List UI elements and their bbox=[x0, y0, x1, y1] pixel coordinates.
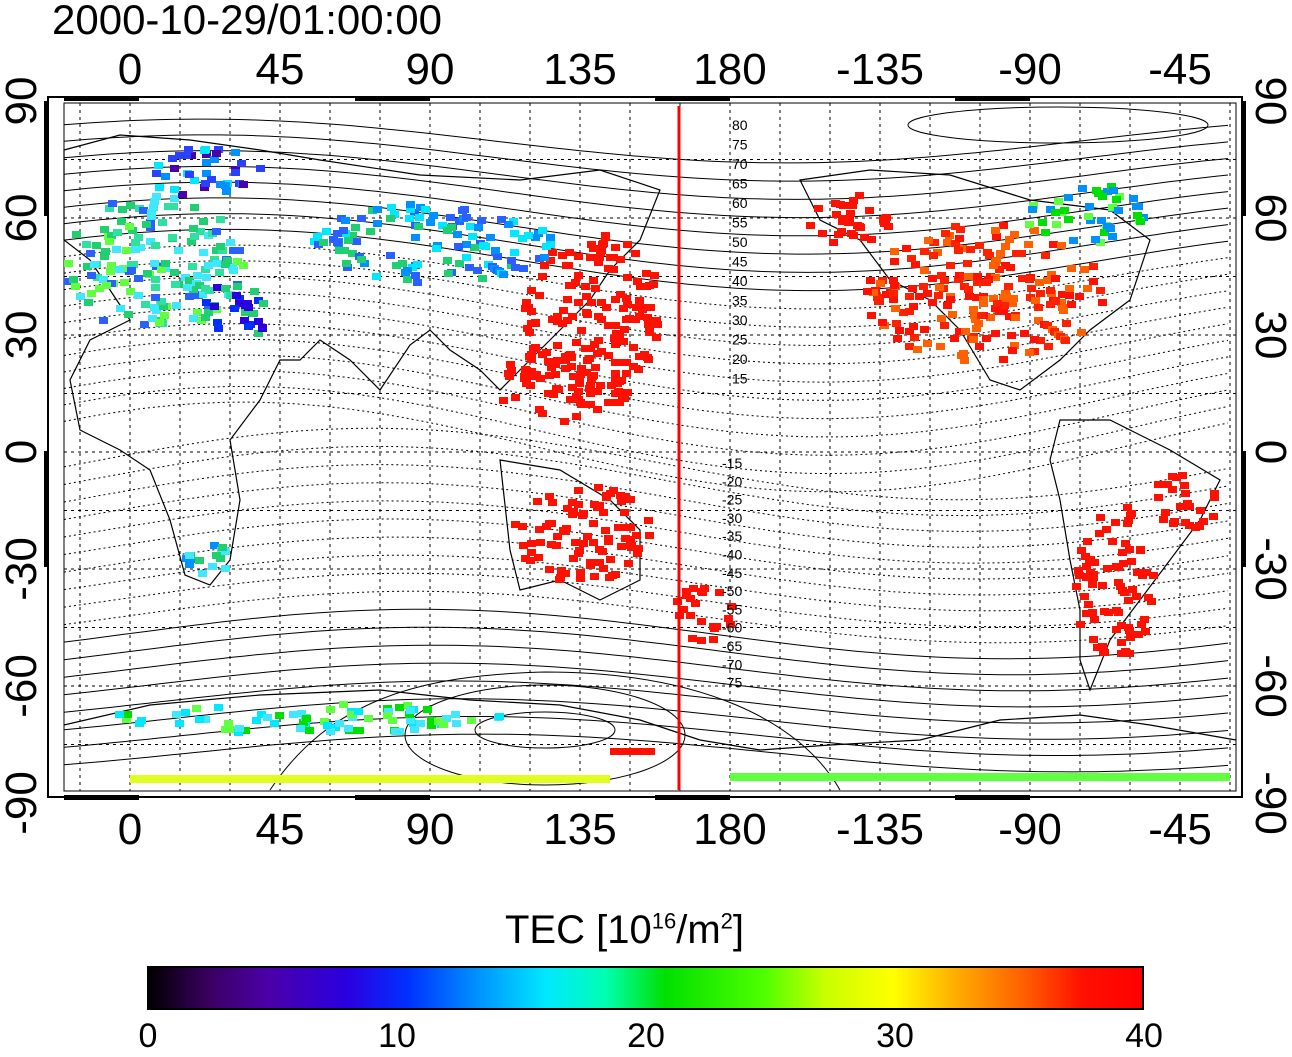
contour-label: 65 bbox=[732, 176, 748, 192]
lon-tick-label-top: 180 bbox=[693, 45, 766, 94]
lat-tick-label-left: 0 bbox=[0, 440, 46, 464]
lat-tick-label-left: 30 bbox=[0, 311, 46, 360]
lat-tick-label-left: -60 bbox=[0, 654, 46, 718]
contour-label: 15 bbox=[732, 371, 748, 387]
contour-label: -50 bbox=[722, 583, 742, 599]
colorbar-tick-label: 0 bbox=[138, 1017, 158, 1055]
contour-label: -70 bbox=[722, 656, 742, 672]
lat-tick-label-left: 90 bbox=[0, 77, 46, 126]
contour-labels: 80 75 70 65 60 55 50 45 40 35 30 25 20 15 -15 -20 -25 -30… bbox=[722, 117, 748, 691]
lon-tick-label-top: 45 bbox=[256, 45, 305, 94]
contour-label: 35 bbox=[732, 293, 748, 309]
lon-tick-label-top: -90 bbox=[998, 45, 1062, 94]
contour-label: -65 bbox=[722, 638, 742, 654]
lon-tick-label-bottom: -90 bbox=[998, 805, 1062, 854]
colorbar-tick-label: 10 bbox=[378, 1017, 416, 1055]
contour-label: -35 bbox=[722, 528, 742, 544]
contour-label: 80 bbox=[732, 117, 748, 133]
lon-tick-label-top: -135 bbox=[836, 45, 924, 94]
contour-label: -30 bbox=[722, 510, 742, 526]
lat-tick-label-right: 0 bbox=[1246, 440, 1292, 464]
coastlines bbox=[63, 134, 1237, 751]
contour-label: -40 bbox=[722, 547, 742, 563]
contour-label: -25 bbox=[722, 492, 742, 508]
colorbar-tick-label: 30 bbox=[876, 1017, 914, 1055]
colorbar-tick-label: 20 bbox=[627, 1017, 665, 1055]
lat-ticks-left: 90 60 30 0 -30 -60 -90 bbox=[0, 77, 46, 835]
lon-tick-label-top: 90 bbox=[406, 45, 455, 94]
contour-label: 40 bbox=[732, 273, 748, 289]
map-title: 2000-10-29/01:00:00 bbox=[52, 0, 442, 43]
contour-label: -20 bbox=[722, 473, 742, 489]
plot-area bbox=[63, 102, 1237, 792]
lon-tick-label-top: -45 bbox=[1148, 45, 1212, 94]
lon-tick-label-bottom: -135 bbox=[836, 805, 924, 854]
tec-map: 80 75 70 65 60 55 50 45 40 35 30 25 20 15 -15 -20 -25 -30… bbox=[0, 45, 1292, 854]
lon-tick-label-bottom: 45 bbox=[256, 805, 305, 854]
contour-label: -60 bbox=[722, 620, 742, 636]
contour-label: -75 bbox=[722, 675, 742, 691]
lat-tick-label-right: -60 bbox=[1246, 654, 1292, 718]
contour-label: 20 bbox=[732, 351, 748, 367]
lat-tick-label-right: -90 bbox=[1246, 771, 1292, 835]
contour-label: 25 bbox=[732, 332, 748, 348]
contour-label: 70 bbox=[732, 156, 748, 172]
lon-tick-label-bottom: -45 bbox=[1148, 805, 1212, 854]
lat-tick-label-right: 90 bbox=[1246, 77, 1292, 126]
contour-label: 30 bbox=[732, 312, 748, 328]
lat-tick-label-left: 60 bbox=[0, 194, 46, 243]
lon-tick-label-bottom: 90 bbox=[406, 805, 455, 854]
lon-tick-label-bottom: 180 bbox=[693, 805, 766, 854]
lat-tick-label-left: -90 bbox=[0, 771, 46, 835]
colorbar-title: TEC [1016/m2] bbox=[505, 908, 745, 952]
lon-tick-label-bottom: 0 bbox=[118, 805, 142, 854]
colorbar bbox=[147, 966, 1144, 1010]
contour-label: 55 bbox=[732, 215, 748, 231]
contour-label: 60 bbox=[732, 195, 748, 211]
tec-data-pixels bbox=[64, 146, 1230, 783]
frame-bars bbox=[44, 96, 1246, 800]
lon-tick-label-top: 135 bbox=[543, 45, 616, 94]
contour-label: -45 bbox=[722, 565, 742, 581]
lon-tick-label-top: 0 bbox=[118, 45, 142, 94]
lat-ticks-right: 90 60 30 0 -30 -60 -90 bbox=[1246, 77, 1292, 835]
contour-label: 45 bbox=[732, 254, 748, 270]
contour-label: 75 bbox=[732, 137, 748, 153]
contour-label: 50 bbox=[732, 234, 748, 250]
lat-tick-label-right: 30 bbox=[1246, 311, 1292, 360]
lat-tick-label-right: -30 bbox=[1246, 537, 1292, 601]
lon-ticks-bottom: 0 45 90 135 180 -135 -90 -45 bbox=[118, 805, 1212, 854]
plot-frame bbox=[47, 96, 1243, 798]
lon-tick-label-bottom: 135 bbox=[543, 805, 616, 854]
lat-tick-label-left: -30 bbox=[0, 537, 46, 601]
contour-label: -15 bbox=[722, 455, 742, 471]
colorbar-tick-label: 40 bbox=[1125, 1017, 1163, 1055]
lat-tick-label-right: 60 bbox=[1246, 194, 1292, 243]
contour-label: -55 bbox=[722, 601, 742, 617]
contour-lines bbox=[63, 106, 1229, 791]
lon-ticks-top: 0 45 90 135 180 -135 -90 -45 bbox=[118, 45, 1212, 94]
